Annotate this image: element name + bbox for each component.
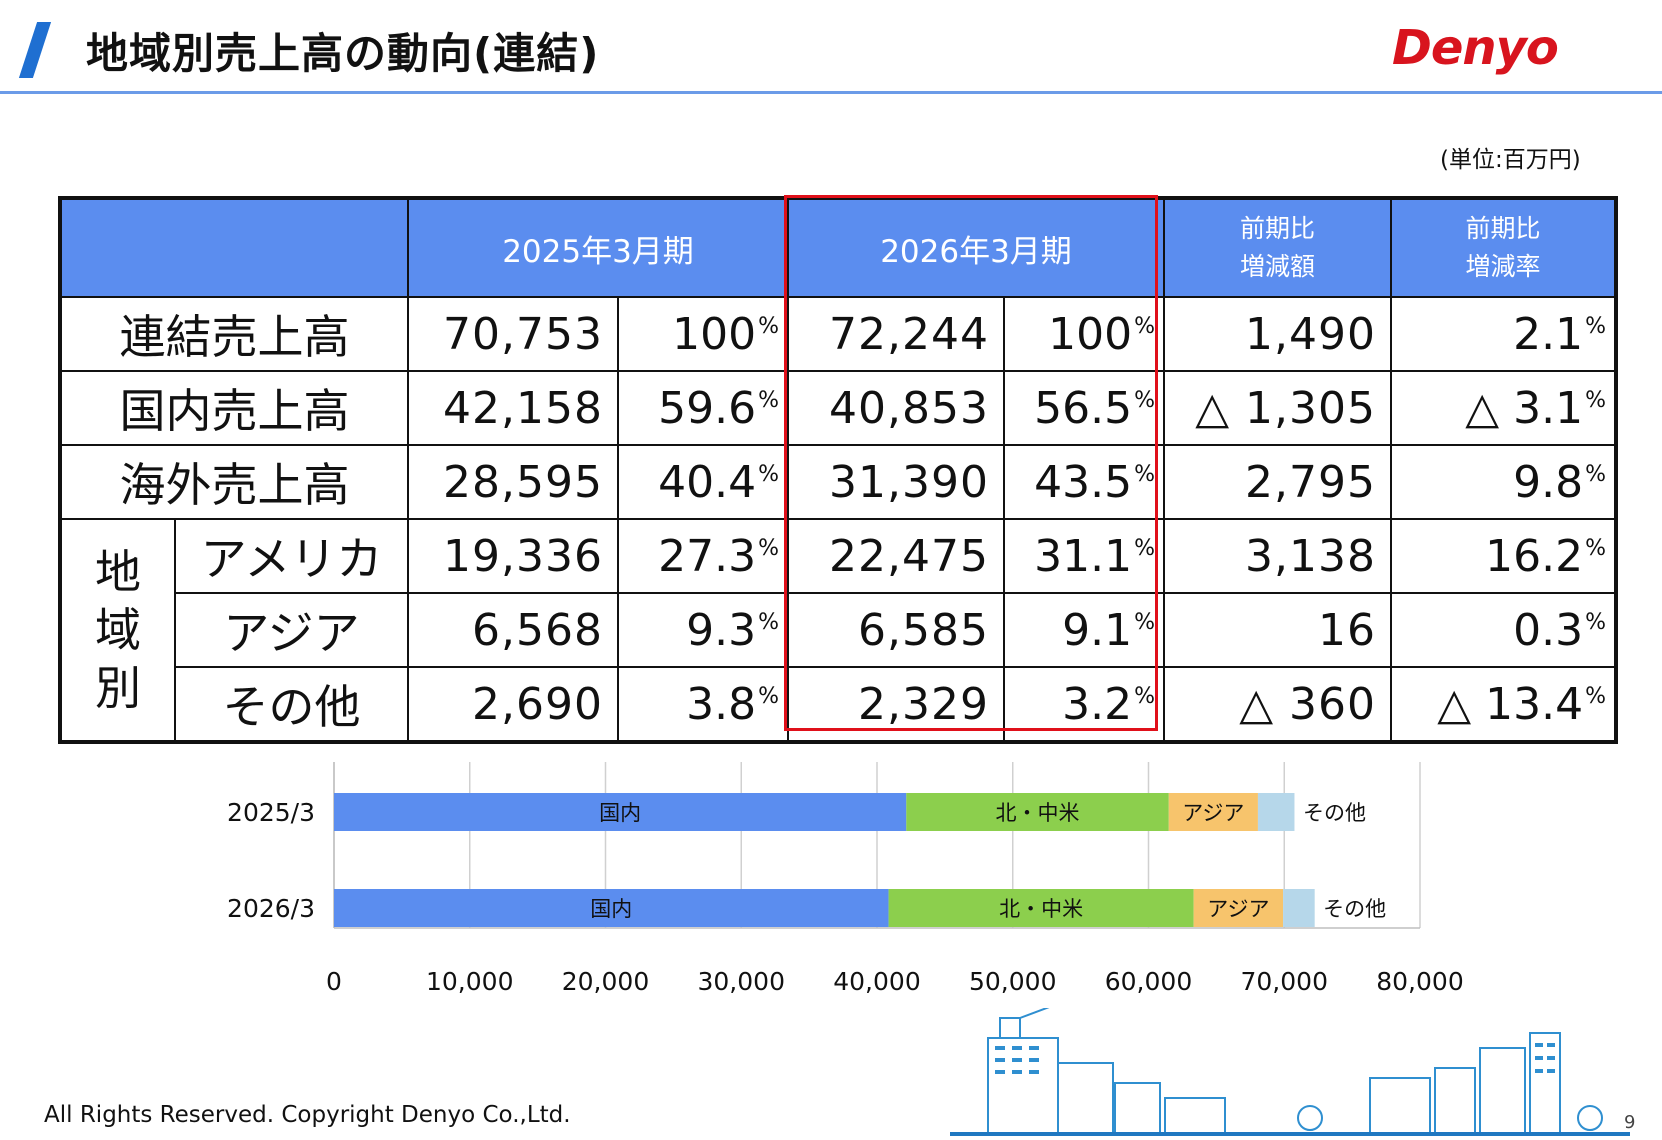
segment-label: 北・中米 [999, 897, 1083, 921]
regional-sales-table: 2025年3月期 2026年3月期 前期比増減額 前期比増減率 連結売上高 70… [58, 196, 1618, 744]
bar-segment [334, 793, 907, 831]
row-label: 連結売上高 [59, 296, 409, 372]
title-accent-bar [18, 22, 52, 78]
value-2026: 6,585 [787, 592, 1005, 668]
share-2025: 40.4% [617, 444, 789, 520]
x-tick-label: 30,000 [698, 967, 785, 996]
bar-segment [888, 889, 1194, 927]
page-number: 9 [1624, 1112, 1636, 1133]
yoy-diff: △ 1,305 [1163, 370, 1392, 446]
yoy-rate: 9.8% [1390, 444, 1617, 520]
bar-segment [1283, 889, 1315, 927]
segment-label: アジア [1207, 897, 1269, 921]
table-row: 連結売上高 70,753 100% 72,244 100% 1,490 2.1% [59, 296, 1617, 372]
x-tick-label: 10,000 [426, 967, 513, 996]
cityscape-illustration [950, 1008, 1630, 1136]
value-2026: 2,329 [787, 666, 1005, 743]
segment-label: アジア [1182, 801, 1244, 825]
share-2026: 43.5% [1003, 444, 1165, 520]
x-tick-label: 60,000 [1105, 967, 1192, 996]
header-rate-line2: 増減率 [1465, 252, 1541, 281]
region-group-label: 地域別 [59, 518, 176, 743]
header-diff-line1: 前期比 [1239, 214, 1315, 243]
segment-label: その他 [1303, 801, 1366, 825]
denyo-logo: Denyo [1392, 20, 1559, 76]
table-row: 国内売上高 42,158 59.6% 40,853 56.5% △ 1,305 … [59, 370, 1617, 446]
value-2026: 31,390 [787, 444, 1005, 520]
y-category-label: 2026/3 [227, 894, 315, 923]
segment-label: 国内 [599, 801, 641, 825]
x-tick-label: 0 [326, 967, 342, 996]
header-diff: 前期比 増減額 [1163, 197, 1392, 298]
header-rate: 前期比 増減率 [1390, 197, 1617, 298]
header-blank [59, 197, 409, 298]
value-2025: 42,158 [407, 370, 619, 446]
x-tick-label: 50,000 [969, 967, 1056, 996]
bar-segment [906, 793, 1169, 831]
value-2025: 2,690 [407, 666, 619, 743]
segment-label: 国内 [590, 897, 632, 921]
header-diff-line2: 増減額 [1239, 252, 1315, 281]
row-label: その他 [174, 666, 409, 743]
unit-label: (単位:百万円) [1440, 147, 1581, 173]
bar-segment [1193, 889, 1284, 927]
x-tick-label: 20,000 [562, 967, 649, 996]
share-2026: 9.1% [1003, 592, 1165, 668]
share-2025: 9.3% [617, 592, 789, 668]
segment-label: その他 [1323, 897, 1386, 921]
header-rate-line1: 前期比 [1465, 214, 1541, 243]
yoy-rate: 0.3% [1390, 592, 1617, 668]
yoy-rate: 2.1% [1390, 296, 1617, 372]
regional-sales-stacked-bar-chart: 0 10,000 20,000 30,000 40,000 50,000 60,000 70,… [227, 762, 1464, 996]
share-2026: 3.2% [1003, 666, 1165, 743]
header-fy2025: 2025年3月期 [407, 197, 789, 298]
row-label: 国内売上高 [59, 370, 409, 446]
value-2025: 70,753 [407, 296, 619, 372]
x-tick-label: 70,000 [1241, 967, 1328, 996]
value-2025: 19,336 [407, 518, 619, 594]
table-header-row: 2025年3月期 2026年3月期 前期比増減額 前期比増減率 [59, 197, 1617, 298]
table-row: 海外売上高 28,595 40.4% 31,390 43.5% 2,795 9.… [59, 444, 1617, 520]
yoy-diff: 1,490 [1163, 296, 1392, 372]
share-2025: 3.8% [617, 666, 789, 743]
row-label: アジア [174, 592, 409, 668]
row-label: アメリカ [174, 518, 409, 594]
copyright-footer: All Rights Reserved. Copyright Denyo Co.… [44, 1102, 571, 1128]
yoy-diff: 2,795 [1163, 444, 1392, 520]
header-fy2026: 2026年3月期 [787, 197, 1165, 298]
table-row: アジア 6,568 9.3% 6,585 9.1% 16 0.3% [60, 592, 1617, 668]
share-2026: 100% [1003, 296, 1165, 372]
x-tick-label: 40,000 [833, 967, 920, 996]
share-2025: 100% [617, 296, 789, 372]
row-label: 海外売上高 [59, 444, 409, 520]
page-title: 地域別売上高の動向(連結) [86, 29, 600, 78]
y-category-label: 2025/3 [227, 798, 315, 827]
segment-label: 北・中米 [996, 801, 1080, 825]
share-2026: 56.5% [1003, 370, 1165, 446]
table-row: その他 2,690 3.8% 2,329 3.2% △ 360 △ 13.4% [60, 666, 1617, 743]
bar-segment [334, 889, 889, 927]
bar-segment [1168, 793, 1258, 831]
value-2025: 6,568 [407, 592, 619, 668]
yoy-rate: △ 13.4% [1390, 666, 1617, 743]
value-2026: 22,475 [787, 518, 1005, 594]
yoy-diff: 3,138 [1163, 518, 1392, 594]
value-2026: 72,244 [787, 296, 1005, 372]
share-2025: 59.6% [617, 370, 789, 446]
header-divider [0, 91, 1662, 94]
value-2026: 40,853 [787, 370, 1005, 446]
x-tick-label: 80,000 [1376, 967, 1463, 996]
yoy-diff: △ 360 [1163, 666, 1392, 743]
bar-segment [1257, 793, 1295, 831]
share-2025: 27.3% [617, 518, 789, 594]
value-2025: 28,595 [407, 444, 619, 520]
yoy-diff: 16 [1163, 592, 1392, 668]
yoy-rate: △ 3.1% [1390, 370, 1617, 446]
share-2026: 31.1% [1003, 518, 1165, 594]
yoy-rate: 16.2% [1390, 518, 1617, 594]
table-row: 地域別 アメリカ 19,336 27.3% 22,475 31.1% 3,138… [59, 518, 1617, 743]
